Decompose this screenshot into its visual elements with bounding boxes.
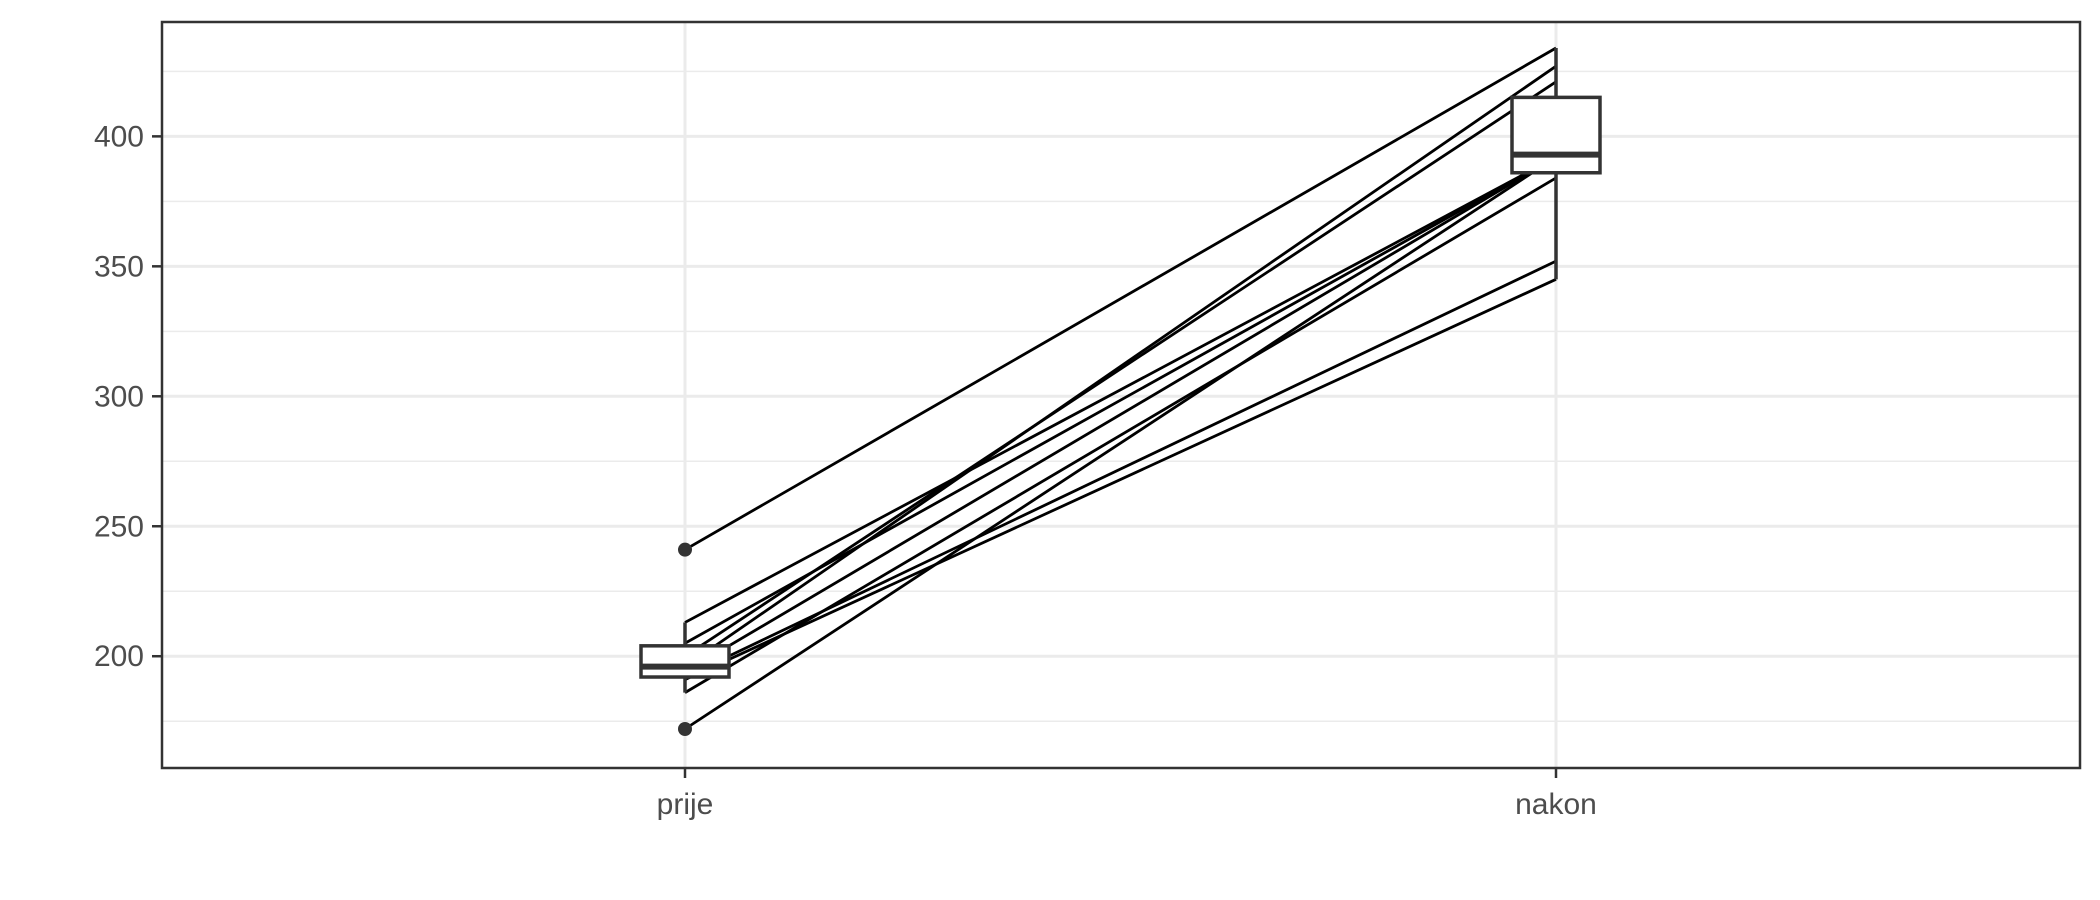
paired-lines-layer: [684, 46, 1557, 731]
panel-border: [160, 20, 2082, 770]
x-tick-label: prije: [657, 788, 714, 821]
paired-line: [684, 278, 1557, 681]
x-tick-label: nakon: [1515, 788, 1597, 821]
paired-line: [684, 65, 1557, 668]
outlier-point: [678, 542, 692, 557]
box-iqr: [1510, 95, 1602, 175]
paired-line: [684, 155, 1557, 731]
grid-layer: [162, 22, 2080, 768]
outlier-point: [678, 722, 692, 737]
y-tick-label: 400: [94, 120, 144, 153]
y-tick-label: 250: [94, 510, 144, 543]
paired-line: [684, 176, 1557, 694]
paired-line: [684, 155, 1557, 674]
paired-line: [684, 155, 1557, 624]
paired-line: [684, 46, 1557, 551]
boxplots-layer: [639, 47, 1602, 737]
y-tick-label: 350: [94, 250, 144, 283]
paired-line: [684, 80, 1557, 658]
box-iqr: [639, 644, 731, 679]
y-tick-label: 300: [94, 380, 144, 413]
y-tick-label: 200: [94, 640, 144, 673]
axis-layer: 200 250 300 350 400 prije nakon: [94, 120, 1597, 821]
paired-line: [684, 155, 1557, 645]
